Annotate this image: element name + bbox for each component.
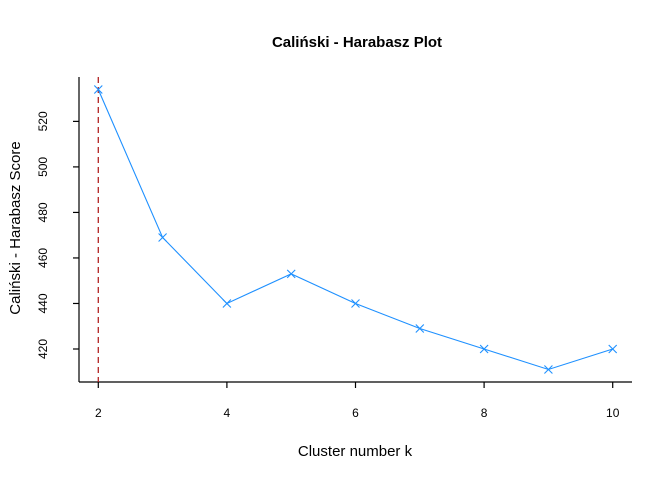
data-point-marker <box>415 324 425 333</box>
x-axis-label: Cluster number k <box>298 443 413 460</box>
y-tick-label: 440 <box>36 293 50 313</box>
data-point-marker <box>351 299 360 308</box>
chart-title: Caliński - Harabasz Plot <box>272 34 442 51</box>
y-tick-label: 520 <box>36 111 50 131</box>
data-point-marker <box>93 85 103 94</box>
data-point-marker <box>286 269 296 279</box>
axes-layer: 2 4 6 8 10 420 440 460 480 500 520 <box>36 77 632 420</box>
x-tick-label: 8 <box>481 406 488 420</box>
data-point-marker <box>222 299 232 308</box>
x-tick-label: 10 <box>606 406 620 420</box>
y-tick-label: 420 <box>36 339 50 359</box>
x-tick-label: 4 <box>224 406 231 420</box>
x-tick-label: 2 <box>95 406 102 420</box>
y-tick-label: 500 <box>36 157 50 177</box>
y-tick-label: 460 <box>36 248 50 268</box>
data-point-marker <box>544 365 553 374</box>
data-point-marker <box>479 344 489 354</box>
data-point-marker <box>608 344 618 354</box>
y-axis-label: Caliński - Harabasz Score <box>7 141 24 314</box>
series-layer <box>93 85 618 374</box>
x-tick-label: 6 <box>352 406 359 420</box>
data-point-marker <box>158 233 167 242</box>
y-tick-label: 480 <box>36 202 50 222</box>
series-line <box>97 89 613 371</box>
